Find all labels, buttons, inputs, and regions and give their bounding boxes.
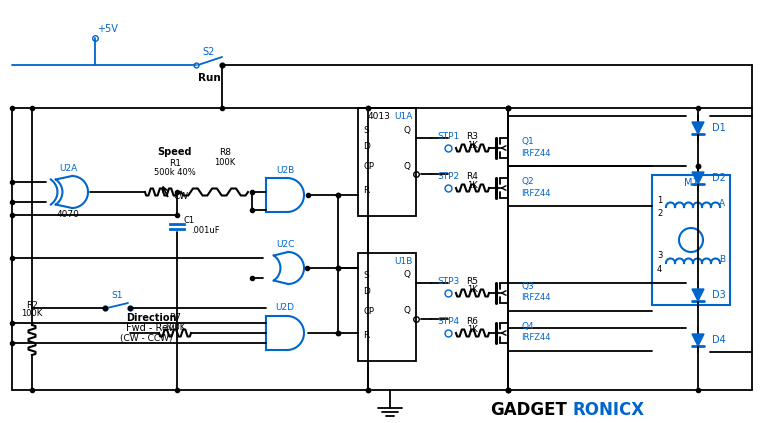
Text: Run: Run [198,73,220,83]
Text: U1A: U1A [394,112,413,121]
Text: R6: R6 [466,316,478,326]
Text: 1K: 1K [466,326,477,335]
Text: B: B [719,255,725,264]
Text: GADGET: GADGET [490,401,567,419]
Text: S1: S1 [111,291,123,300]
Text: RONICX: RONICX [572,401,644,419]
Text: R5: R5 [466,277,478,286]
Text: Q2: Q2 [521,176,534,186]
Text: 500k 40%: 500k 40% [154,168,196,176]
Text: 1K: 1K [466,140,477,149]
Text: Q3: Q3 [521,281,534,291]
Text: 100K: 100K [214,157,235,167]
Text: R: R [363,330,369,340]
Text: D3: D3 [712,290,726,300]
Text: A: A [719,198,725,208]
Text: 1: 1 [657,195,662,204]
Text: U2B: U2B [276,165,294,175]
Text: STP3: STP3 [437,277,459,286]
Text: R4: R4 [466,171,478,181]
Text: U1B: U1B [394,256,413,266]
Text: 3: 3 [657,250,663,259]
Bar [358,108,416,216]
Text: IRFZ44: IRFZ44 [521,333,551,343]
Text: D1: D1 [712,123,726,133]
Text: U2D: U2D [275,303,295,313]
Text: 1K: 1K [466,286,477,294]
Text: IRFZ44: IRFZ44 [521,189,551,198]
Text: U2C: U2C [276,239,295,248]
Text: S2: S2 [202,47,216,57]
Text: D: D [363,142,370,151]
Text: Q: Q [404,270,411,280]
Text: M1: M1 [683,178,698,188]
Text: 1K: 1K [466,181,477,190]
Text: IRFZ44: IRFZ44 [521,294,551,302]
Text: STP4: STP4 [437,316,459,326]
Text: 4: 4 [657,266,662,275]
Polygon shape [692,334,704,346]
Text: 4070: 4070 [57,209,80,219]
Text: R3: R3 [466,132,478,140]
Text: R8: R8 [219,148,231,157]
Text: IRFZ44: IRFZ44 [521,148,551,157]
Text: .001uF: .001uF [191,225,219,234]
Polygon shape [692,172,704,184]
Text: Q4: Q4 [521,321,534,330]
Text: 100K: 100K [164,324,186,332]
Text: 4013: 4013 [368,112,391,121]
Text: Q̄: Q̄ [404,162,411,170]
Text: Q: Q [404,126,411,135]
Text: D: D [363,286,370,296]
Text: R: R [363,186,369,195]
Text: Direction: Direction [126,313,176,323]
Text: 100K: 100K [21,310,43,319]
Text: +5V: +5V [97,24,118,34]
Text: CP: CP [363,162,374,170]
Text: D4: D4 [712,335,726,345]
Polygon shape [692,122,704,134]
Text: Q̄: Q̄ [404,307,411,316]
Text: CP: CP [363,307,374,316]
Text: R1: R1 [169,159,181,168]
Text: R7: R7 [169,313,181,322]
Polygon shape [692,289,704,301]
Text: S: S [363,270,369,280]
Text: Speed: Speed [158,147,193,157]
Text: S: S [363,126,369,135]
Text: STP2: STP2 [437,171,459,181]
Text: C1: C1 [183,215,195,225]
Text: Q1: Q1 [521,137,534,146]
Text: U2A: U2A [59,164,77,173]
Text: 2: 2 [657,209,662,217]
Text: STP1: STP1 [437,132,459,140]
Text: (CW - CCW): (CW - CCW) [120,333,173,343]
Text: D2: D2 [712,173,726,183]
Bar [358,253,416,361]
Bar [652,175,730,305]
Text: Fwd - Rev: Fwd - Rev [126,323,174,333]
Text: CW: CW [173,192,188,201]
Text: R2: R2 [26,300,38,310]
